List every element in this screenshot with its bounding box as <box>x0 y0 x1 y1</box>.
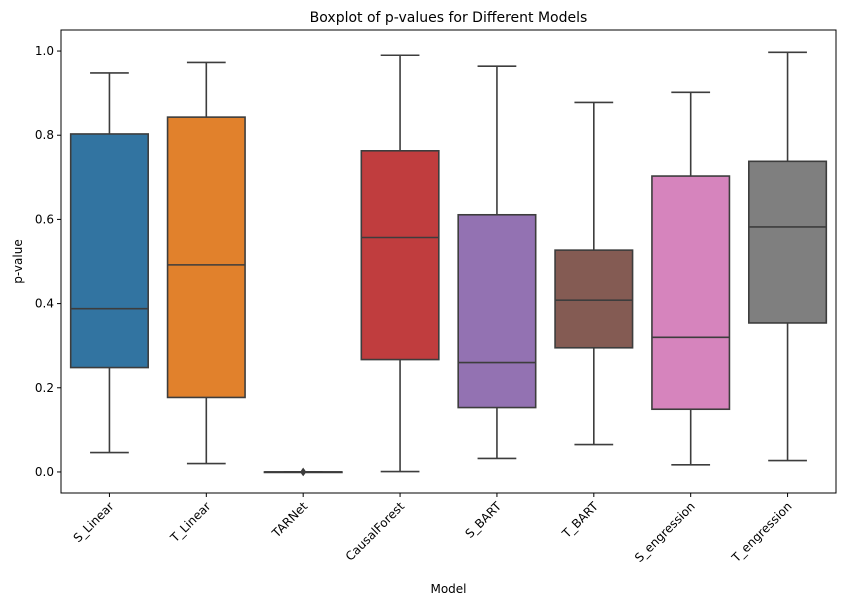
y-axis-label: p-value <box>11 239 25 283</box>
box-body <box>166 116 246 399</box>
outlier-point <box>300 467 307 477</box>
x-tick-label: S_Linear <box>71 499 117 545</box>
box-group <box>651 91 731 466</box>
y-tick-label: 0.0 <box>35 465 54 479</box>
box-group <box>748 51 828 462</box>
x-tick-label: T_engression <box>728 499 794 565</box>
x-tick-label: TARNet <box>269 499 311 541</box>
x-tick-label: S_BART <box>462 499 504 541</box>
box-group <box>554 101 634 446</box>
y-tick-label: 1.0 <box>35 44 54 58</box>
box-group <box>457 65 537 460</box>
box-group <box>166 61 246 465</box>
x-tick-label: CausalForest <box>343 499 408 564</box>
box-body <box>554 249 634 349</box>
chart-title: Boxplot of p-values for Different Models <box>310 10 588 26</box>
box-body <box>69 133 149 369</box>
y-tick-label: 0.6 <box>35 212 54 226</box>
x-axis-label: Model <box>430 582 466 596</box>
y-tick-label: 0.8 <box>35 128 54 142</box>
box-body <box>360 150 440 361</box>
box-group <box>360 54 440 473</box>
box-group <box>263 467 343 477</box>
x-tick-label: T_BART <box>559 499 602 542</box>
box-body <box>748 160 828 324</box>
box-group <box>69 72 149 454</box>
y-tick-label: 0.4 <box>35 297 54 311</box>
box-body <box>457 213 537 409</box>
marks-layer <box>69 51 828 477</box>
plot-frame <box>60 29 837 494</box>
box-body <box>651 175 731 411</box>
y-tick-label: 0.2 <box>35 381 54 395</box>
x-tick-label: S_engression <box>632 499 698 565</box>
x-tick-label: T_Linear <box>167 499 213 545</box>
